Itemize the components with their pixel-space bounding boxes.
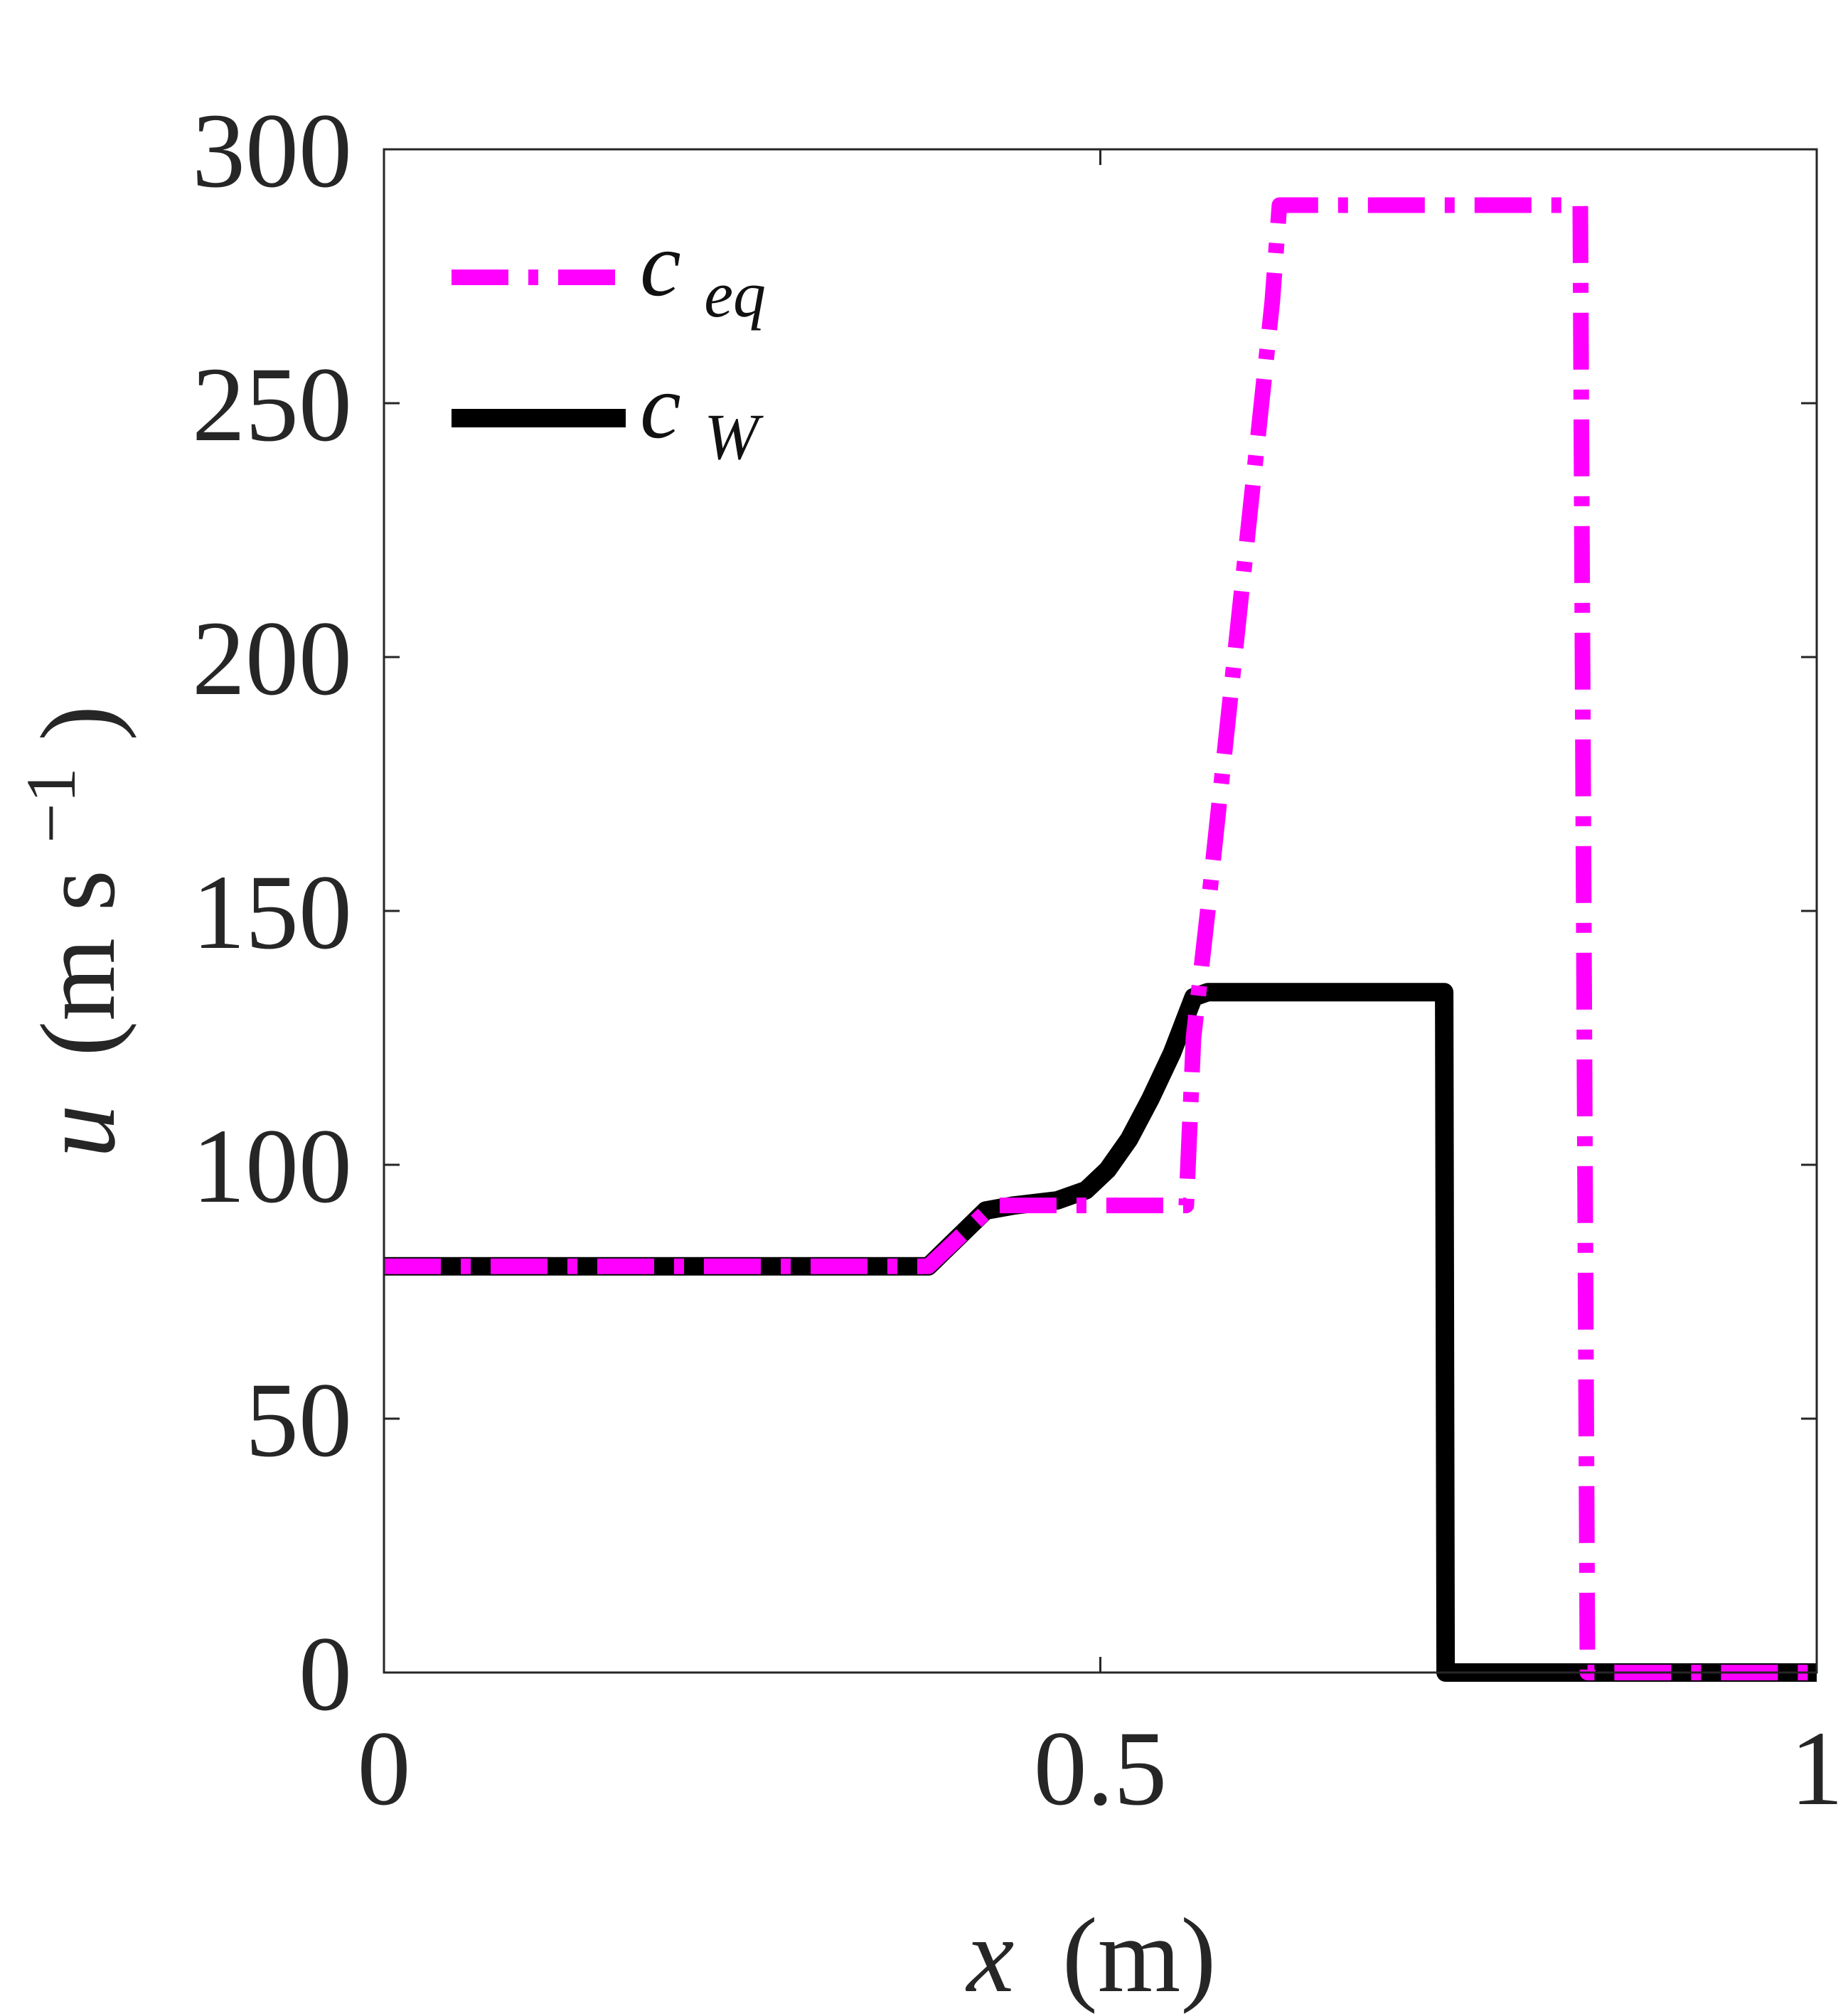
legend: c eq c W <box>452 213 766 473</box>
x-tick-label: 0.5 <box>1034 1710 1168 1828</box>
y-axis-variable: u <box>19 1104 137 1158</box>
x-axis-variable: x <box>966 1897 1015 2015</box>
x-tick-labels: 0 0.5 1 <box>358 1710 1844 1828</box>
legend-label-ceq: c eq <box>640 213 766 331</box>
y-tick-label: 150 <box>192 853 352 971</box>
y-tick-label: 100 <box>192 1107 352 1225</box>
series-line-cW <box>384 983 1817 1682</box>
y-tick-label: 50 <box>245 1361 352 1479</box>
plot-frame <box>383 148 1818 1674</box>
legend-ceq-base: c <box>640 213 681 316</box>
y-tick-label: 200 <box>192 599 352 718</box>
axis-ticks <box>383 148 1818 1674</box>
y-tick-label: 300 <box>192 92 352 210</box>
legend-cw-base: c <box>640 356 681 458</box>
series-line-ceq <box>384 197 1817 1680</box>
x-axis-unit: (m) <box>1062 1897 1217 2015</box>
y-tick-label: 0 <box>299 1615 352 1733</box>
legend-ceq-sub: eq <box>704 258 766 331</box>
plot-lines <box>384 197 1817 1682</box>
x-tick-label: 1 <box>1790 1710 1844 1828</box>
y-axis-unit-exponent: −1 <box>11 767 90 843</box>
y-axis-unit: (m s <box>19 870 137 1057</box>
y-tick-labels: 0 50 100 150 200 250 300 <box>192 92 352 1733</box>
y-tick-label: 250 <box>192 346 352 464</box>
legend-cw-sub: W <box>704 400 764 473</box>
x-axis-label: x (m) <box>966 1897 1217 2015</box>
legend-label-cw: c W <box>640 356 764 473</box>
x-tick-label: 0 <box>358 1710 411 1828</box>
y-axis-label: u (m s −1 ) <box>0 705 137 1158</box>
y-axis-unit-close: ) <box>19 705 137 741</box>
